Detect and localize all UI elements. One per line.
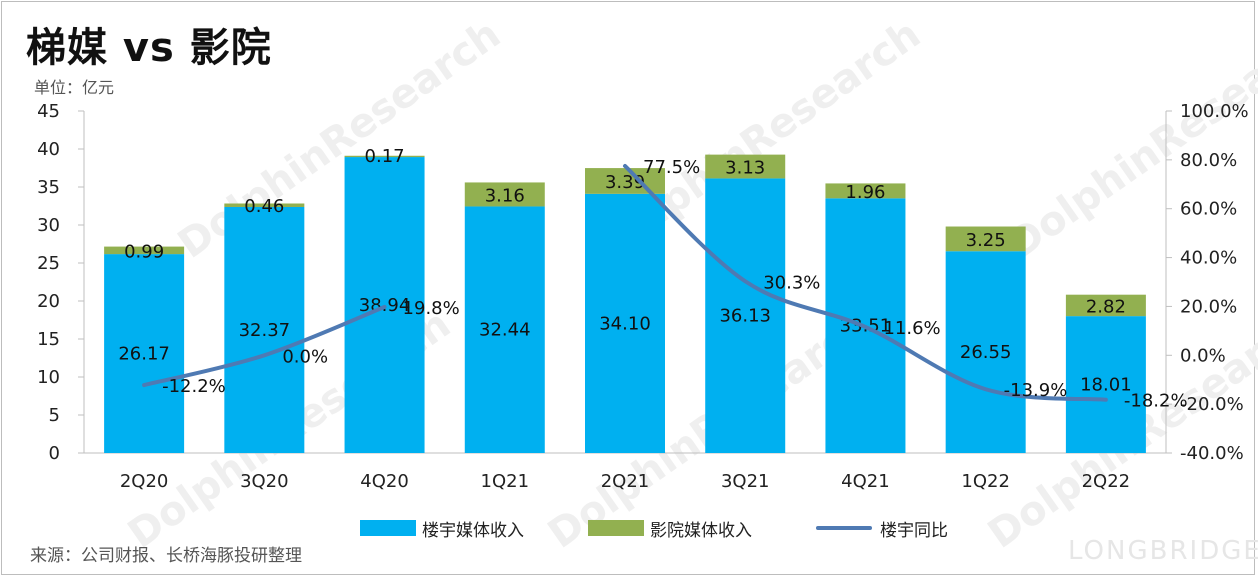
data-label-cinema: 0.46 xyxy=(244,196,284,217)
x-tick-label: 1Q21 xyxy=(481,471,530,492)
legend-swatch-cinema xyxy=(588,520,644,536)
data-label-growth: 77.5% xyxy=(643,157,700,178)
bar-cinema xyxy=(104,246,185,255)
legend-swatch-building xyxy=(360,520,416,536)
y-left-tick-label: 10 xyxy=(37,367,60,388)
x-tick-label: 3Q21 xyxy=(721,471,770,492)
x-tick-label: 2Q21 xyxy=(601,471,650,492)
y-right-tick-label: 40.0% xyxy=(1180,248,1237,269)
data-label-building: 32.44 xyxy=(479,320,531,341)
bar-building xyxy=(464,206,545,453)
data-label-cinema: 2.82 xyxy=(1086,296,1126,317)
data-label-cinema: 1.96 xyxy=(845,182,885,203)
data-label-growth: -12.2% xyxy=(162,376,226,397)
y-left-tick-label: 40 xyxy=(37,139,60,160)
data-label-growth: 0.0% xyxy=(282,346,328,367)
line-growth xyxy=(623,163,1108,402)
bar-cinema xyxy=(1065,294,1146,317)
y-right-tick-label: 20.0% xyxy=(1180,296,1237,317)
legend-label-cinema: 影院媒体收入 xyxy=(650,520,752,541)
bar-building xyxy=(224,206,305,453)
bar-building xyxy=(1065,316,1146,453)
data-label-cinema: 3.13 xyxy=(725,158,765,179)
source-note: 来源：公司财报、长桥海豚投研整理 xyxy=(30,546,302,566)
y-right-tick-label: -40.0% xyxy=(1180,443,1244,464)
bar-cinema xyxy=(224,203,305,207)
y-left-tick-label: 20 xyxy=(37,291,60,312)
y-right-tick-label: 80.0% xyxy=(1180,150,1237,171)
bar-building xyxy=(945,251,1026,453)
chart-title: 梯媒 vs 影院 xyxy=(26,25,272,71)
x-tick-label: 4Q21 xyxy=(841,471,890,492)
bar-cinema xyxy=(585,168,665,194)
data-label-growth: -18.2% xyxy=(1124,391,1188,412)
data-label-building: 34.10 xyxy=(599,313,651,334)
legend-swatch-growth xyxy=(816,526,872,530)
brand-logo: LONGBRIDGE xyxy=(1068,536,1258,566)
y-right-tick-label: -20.0% xyxy=(1180,394,1244,415)
y-left-tick-label: 5 xyxy=(49,405,60,426)
y-left-tick-label: 0 xyxy=(49,443,60,464)
bar-cinema xyxy=(825,183,906,199)
legend-item-building: 楼宇媒体收入 xyxy=(360,516,524,541)
data-label-growth: 19.8% xyxy=(403,298,460,319)
x-tick-label: 4Q20 xyxy=(360,471,409,492)
data-label-building: 26.55 xyxy=(960,342,1012,363)
y-right-tick-label: 100.0% xyxy=(1180,101,1249,122)
x-tick-label: 3Q20 xyxy=(240,471,289,492)
x-tick-label: 2Q20 xyxy=(120,471,169,492)
data-label-growth: 30.3% xyxy=(763,272,820,293)
y-left-tick-label: 15 xyxy=(37,329,60,350)
bar-cinema xyxy=(344,155,425,158)
data-label-building: 36.13 xyxy=(719,306,771,327)
bar-cinema xyxy=(945,226,1026,252)
bar-cinema xyxy=(464,182,545,207)
y-left-tick-label: 35 xyxy=(37,177,60,198)
data-label-cinema: 0.17 xyxy=(365,146,405,167)
data-label-growth: -13.9% xyxy=(1004,380,1068,401)
legend-item-growth: 楼宇同比 xyxy=(816,516,948,541)
data-label-cinema: 3.25 xyxy=(966,230,1006,251)
y-right-tick-label: 0.0% xyxy=(1180,345,1226,366)
legend-item-cinema: 影院媒体收入 xyxy=(588,516,752,541)
line-growth xyxy=(142,304,387,388)
data-label-building: 26.17 xyxy=(118,344,170,365)
legend-label-growth: 楼宇同比 xyxy=(880,520,948,541)
bar-building xyxy=(585,193,665,453)
unit-label: 单位：亿元 xyxy=(34,78,115,97)
legend: 楼宇媒体收入 影院媒体收入 楼宇同比 xyxy=(360,516,1012,541)
data-label-building: 18.01 xyxy=(1080,375,1132,396)
bar-cinema xyxy=(705,154,786,179)
y-left-tick-label: 45 xyxy=(37,101,60,122)
y-right-tick-label: 60.0% xyxy=(1180,199,1237,220)
legend-label-building: 楼宇媒体收入 xyxy=(422,520,524,541)
x-tick-label: 1Q22 xyxy=(961,471,1010,492)
data-label-growth: 11.6% xyxy=(883,318,940,339)
bar-building xyxy=(104,254,185,453)
data-label-cinema: 3.16 xyxy=(485,185,525,206)
bar-building xyxy=(705,178,786,454)
data-label-building: 32.37 xyxy=(239,320,291,341)
x-tick-label: 2Q22 xyxy=(1082,471,1131,492)
data-label-cinema: 0.99 xyxy=(124,241,164,262)
y-left-tick-label: 30 xyxy=(37,215,60,236)
y-left-tick-label: 25 xyxy=(37,253,60,274)
